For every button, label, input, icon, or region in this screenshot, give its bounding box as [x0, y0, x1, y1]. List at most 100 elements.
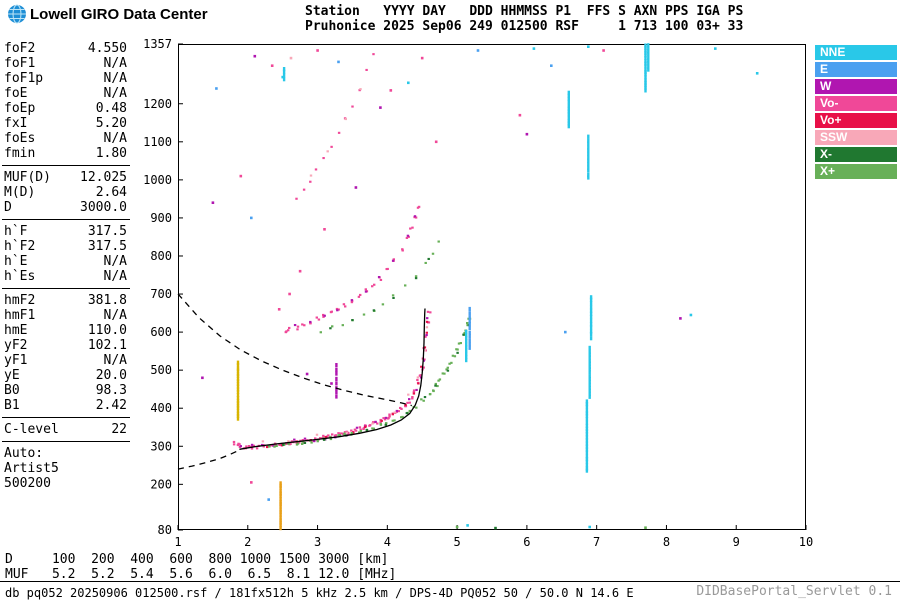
page-title: Lowell GIRO Data Center [30, 6, 208, 23]
muf-row: MUF 5.2 5.2 5.4 5.6 6.0 6.5 8.1 12.0 [MH… [5, 567, 397, 582]
param-value: 0.48 [95, 101, 127, 116]
param-value: 317.5 [87, 239, 127, 254]
param-value: 2.64 [95, 185, 127, 200]
param-value: 317.5 [87, 224, 127, 239]
param-value: 98.3 [95, 383, 127, 398]
param-label: yF1 [4, 353, 28, 368]
param-row: h`F2 317.5 [2, 239, 130, 254]
y-tick-label: 900 [150, 211, 172, 225]
plot-frame [178, 44, 806, 530]
param-label: yE [4, 368, 20, 383]
scatter-series-F-trace-1hop-X-minus [281, 324, 471, 446]
x-tick-label: 5 [453, 535, 460, 549]
param-label: foF2 [4, 41, 36, 56]
param-value: 1.80 [95, 146, 127, 161]
param-value: N/A [103, 86, 127, 101]
param-label: h`F [4, 224, 28, 239]
param-value: N/A [103, 131, 127, 146]
group-separator [2, 219, 130, 220]
legend-item-w: W [815, 79, 897, 94]
param-row: C-level 22 [2, 422, 130, 437]
param-row: foF1 N/A [2, 56, 130, 71]
param-label: foF1 [4, 56, 36, 71]
transmission-curve [177, 293, 412, 407]
param-row: hmE 110.0 [2, 323, 130, 338]
y-tick-label: 80 [158, 523, 172, 537]
auto-value: Artist5 [4, 461, 59, 476]
param-row: M(D) 2.64 [2, 185, 130, 200]
param-label: foE [4, 86, 28, 101]
param-label: h`E [4, 254, 28, 269]
param-value: 4.550 [87, 41, 127, 56]
param-label: C-level [4, 422, 59, 437]
param-row: hmF1 N/A [2, 308, 130, 323]
param-label: M(D) [4, 185, 36, 200]
scatter-series-F-trace-2hop-O-west [293, 215, 417, 327]
measurement-status-line: db pq052 20250906 012500.rsf / 181fx512h… [5, 586, 634, 600]
station-header-values: Pruhonice 2025 Sep06 249 012500 RSF 1 71… [305, 19, 744, 34]
param-value: 20.0 [95, 368, 127, 383]
scatter-series-F-trace-2hop-X-minus [329, 257, 430, 330]
param-value: N/A [103, 71, 127, 86]
auto-value: 500200 [4, 476, 51, 491]
param-label: MUF(D) [4, 170, 51, 185]
param-label: h`Es [4, 269, 36, 284]
spread-columns [236, 43, 650, 531]
param-value: 22 [111, 422, 127, 437]
param-row: h`Es N/A [2, 269, 130, 284]
param-row: h`E N/A [2, 254, 130, 269]
direction-legend: NNE E W Vo- Vo+ SSW X- X+ [815, 45, 897, 181]
param-row: B1 2.42 [2, 398, 130, 413]
param-value: 102.1 [87, 338, 127, 353]
param-row: MUF(D) 12.025 [2, 170, 130, 185]
scatter-series-F-trace-1hop-O-west [239, 317, 429, 448]
param-label: foEs [4, 131, 36, 146]
true-height-profile [239, 308, 426, 450]
footer-divider [0, 581, 900, 582]
legend-item-nne: NNE [815, 45, 897, 60]
x-tick-label: 7 [593, 535, 600, 549]
y-tick-label: 700 [150, 287, 172, 301]
legend-item-vo: Vo+ [815, 113, 897, 128]
param-row: yF2 102.1 [2, 338, 130, 353]
isolated-echo-points [201, 45, 759, 530]
ionogram-plot: 1 2 3 4 5 6 7 8 9 10 80 200 300 400 500 600 700 800 900 100… [143, 37, 813, 549]
param-value: 2.42 [95, 398, 127, 413]
param-row: foF1p N/A [2, 71, 130, 86]
param-value: N/A [103, 308, 127, 323]
param-row: yE 20.0 [2, 368, 130, 383]
param-label: foF1p [4, 71, 44, 86]
legend-item-ssw: SSW [815, 130, 897, 145]
giro-globe-logo [8, 4, 26, 24]
profile-extrapolation [177, 449, 240, 470]
x-tick-label: 8 [663, 535, 670, 549]
param-label: hmF1 [4, 308, 36, 323]
param-row: hmF2 381.8 [2, 293, 130, 308]
scatter-series-F-trace-1hop-O-ssw [261, 326, 429, 443]
param-row: yF1 N/A [2, 353, 130, 368]
param-label: hmF2 [4, 293, 36, 308]
param-row: h`F 317.5 [2, 224, 130, 239]
param-value: N/A [103, 269, 127, 284]
group-separator [2, 288, 130, 289]
scatter-series-F-trace-2hop-O [284, 205, 421, 334]
legend-item-x: X+ [815, 164, 897, 179]
y-tick-label: 400 [150, 401, 172, 415]
scatter-series-F-trace-3hop-ssw [309, 88, 362, 177]
x-tick-label: 6 [523, 535, 530, 549]
y-tick-label: 800 [150, 249, 172, 263]
param-row: foE N/A [2, 86, 130, 101]
param-value: 110.0 [87, 323, 127, 338]
legend-item-vo: Vo- [815, 96, 897, 111]
x-tick-label: 3 [314, 535, 321, 549]
group-separator [2, 441, 130, 442]
param-label: h`F2 [4, 239, 36, 254]
param-label: yF2 [4, 338, 28, 353]
y-tick-label: 1200 [143, 97, 172, 111]
legend-item-e: E [815, 62, 897, 77]
y-tick-label: 500 [150, 363, 172, 377]
param-row: D 3000.0 [2, 200, 130, 215]
y-tick-label: 1000 [143, 173, 172, 187]
param-label: fxI [4, 116, 28, 131]
